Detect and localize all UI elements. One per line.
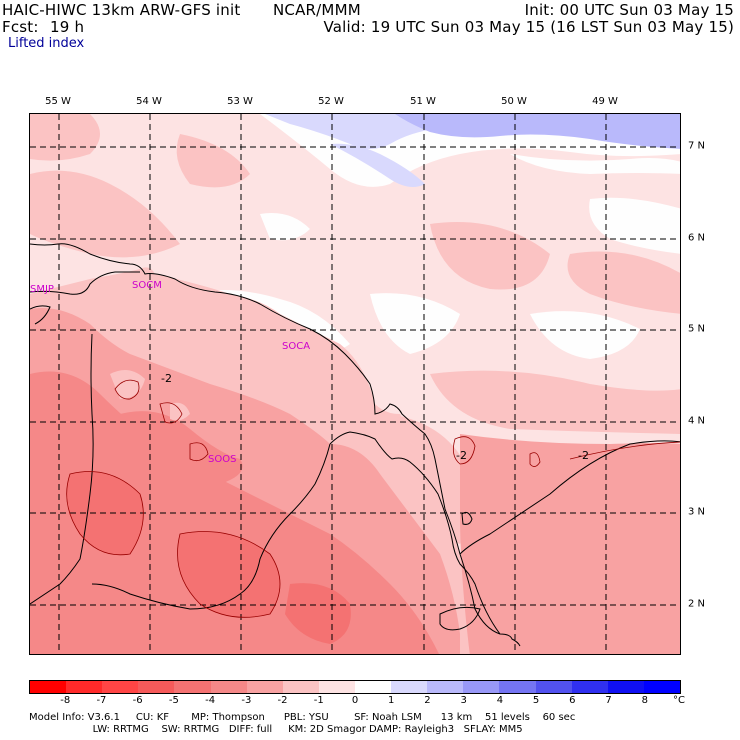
colorbar-tick-label: 2: [424, 695, 431, 706]
colorbar-swatch: [571, 681, 608, 693]
field-zone-positive-strong: [395, 114, 680, 149]
contour-label: -2: [161, 372, 172, 385]
colorbar: [29, 680, 681, 694]
forecast-label: Fcst:: [2, 18, 39, 36]
latitude-label: 5 N: [688, 323, 706, 335]
coastline: [30, 243, 680, 647]
colorbar-tick-label: -6: [132, 695, 143, 706]
model-info-line-2: LW: RRTMG SW: RRTMG DIFF: full KM: 2D Sm…: [29, 724, 523, 735]
colorbar-swatch: [66, 681, 103, 693]
colorbar-tick-label: -3: [241, 695, 252, 706]
colorbar-swatch: [643, 681, 680, 693]
station-label: SOCA: [282, 341, 311, 352]
map-panel: SMJP SOCM SOCA SOOS -2 -2 -2: [29, 113, 681, 655]
longitude-label: 54 W: [136, 96, 162, 107]
field-zone-near-zero: [589, 197, 680, 254]
colorbar-tick-label: -4: [205, 695, 216, 706]
colorbar-swatch: [174, 681, 211, 693]
latitude-label: 4 N: [688, 415, 706, 427]
colorbar-tick-label: -5: [168, 695, 179, 706]
field-zone-land: [110, 370, 145, 399]
colorbar-tick-label: -1: [313, 695, 324, 706]
colorbar-tick-label: -7: [96, 695, 107, 706]
colorbar-tick-label: 7: [605, 695, 612, 706]
field-zone-near-zero: [530, 311, 640, 359]
colorbar-tick-label: 8: [641, 695, 648, 706]
init-time: Init: 00 UTC Sun 03 May 15: [524, 1, 734, 19]
field-zone-near-zero: [510, 154, 680, 174]
lat-lon-grid: [30, 114, 680, 654]
colorbar-swatch: [210, 681, 247, 693]
field-zone-negative: [460, 434, 680, 654]
field-zone-negative: [567, 251, 680, 314]
colorbar-swatch: [463, 681, 500, 693]
colorbar-swatch: [282, 681, 319, 693]
latitude-label: 6 N: [688, 232, 706, 244]
latitude-label: 3 N: [688, 506, 706, 518]
colorbar-swatch: [138, 681, 175, 693]
colorbar-swatch: [535, 681, 572, 693]
field-zone-near-zero: [370, 293, 460, 354]
colorbar-swatch: [102, 681, 139, 693]
colorbar-tick-label: 3: [460, 695, 467, 706]
station-label: SOOS: [208, 454, 237, 465]
colorbar-swatch: [354, 681, 392, 693]
forecast-hour: 19 h: [50, 18, 85, 36]
latitude-label: 2 N: [688, 598, 706, 610]
field-zone-negative: [430, 370, 680, 434]
contour-label: -2: [578, 449, 589, 462]
model-info-line-1: Model Info: V3.6.1 CU: KF MP: Thompson P…: [29, 712, 576, 723]
longitude-label: 51 W: [410, 96, 436, 107]
field-zone-negative: [30, 170, 180, 258]
station-label: SMJP: [30, 284, 54, 295]
colorbar-swatch: [607, 681, 644, 693]
colorbar-tick-label: 1: [388, 695, 395, 706]
field-zone-land-stronger: [120, 411, 243, 484]
field-zone-land-strongest: [285, 583, 351, 644]
field-zone-land-strongest: [177, 531, 280, 618]
colorbar-swatch: [427, 681, 464, 693]
model-title: HAIC-HIWC 13km ARW-GFS init: [2, 1, 241, 19]
colorbar-tick-label: 0: [351, 695, 359, 706]
lifted-index-contours: [66, 379, 680, 618]
longitude-label: 55 W: [45, 96, 71, 107]
field-zone-near-zero: [260, 213, 310, 241]
valid-time: Valid: 19 UTC Sun 03 May 15 (16 LST Sun …: [323, 18, 734, 36]
latitude-label: 7 N: [688, 140, 706, 152]
colorbar-swatch: [30, 681, 67, 693]
colorbar-tick-label: -8: [60, 695, 71, 706]
colorbar-swatch: [318, 681, 355, 693]
field-zone-positive: [330, 143, 425, 188]
colorbar-swatch: [499, 681, 536, 693]
colorbar-tick-label: 4: [496, 695, 504, 706]
contour-label: -2: [456, 449, 467, 462]
colorbar-swatch: [391, 681, 428, 693]
field-zone-land: [170, 402, 190, 421]
field-zone-negative: [30, 114, 100, 161]
longitude-label: 53 W: [227, 96, 253, 107]
colorbar-tick-label: 6: [569, 695, 576, 706]
colorbar-unit: °C: [673, 695, 685, 706]
organization-label: NCAR/MMM: [273, 1, 361, 19]
field-name: Lifted index: [8, 36, 85, 51]
colorbar-tick-label: 5: [532, 695, 540, 706]
longitude-label: 52 W: [318, 96, 344, 107]
colorbar-swatch: [246, 681, 283, 693]
longitude-label: 49 W: [592, 96, 618, 107]
colorbar-tick-label: -2: [277, 695, 288, 706]
longitude-label: 50 W: [501, 96, 527, 107]
station-label: SOCM: [132, 280, 162, 291]
lifted-index-field: [30, 114, 680, 654]
